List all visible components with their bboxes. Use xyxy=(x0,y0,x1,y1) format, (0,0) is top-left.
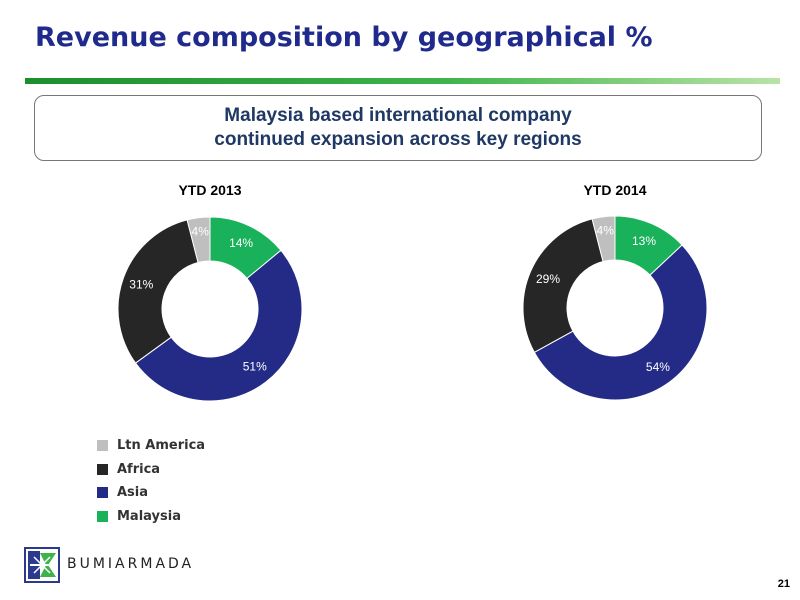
company-logo xyxy=(24,547,60,583)
page-number: 21 xyxy=(777,578,790,590)
legend-swatch-ltn-america xyxy=(97,440,108,452)
data-label-ltn-america: 4% xyxy=(192,225,210,239)
legend-item-malaysia: Malaysia xyxy=(97,505,205,529)
legend-item-ltn-america: Ltn America xyxy=(97,434,205,458)
legend-item-asia: Asia xyxy=(97,481,205,505)
page-title: Revenue composition by geographical % xyxy=(35,22,653,53)
slice-ltn-america xyxy=(186,216,211,264)
legend-label-malaysia: Malaysia xyxy=(117,508,181,524)
slice-africa xyxy=(522,218,604,354)
slice-asia xyxy=(533,244,708,401)
subtitle-box: Malaysia based international company con… xyxy=(34,95,762,161)
data-label-asia: 51% xyxy=(243,360,267,374)
data-label-ltn-america: 4% xyxy=(597,224,615,238)
legend-label-africa: Africa xyxy=(117,461,161,477)
data-label-africa: 29% xyxy=(536,272,560,286)
data-label-asia: 54% xyxy=(646,360,670,374)
title-divider xyxy=(25,78,780,84)
donut-chart-2014: 13% 54% 29% 4% xyxy=(522,215,708,401)
data-label-malaysia: 13% xyxy=(632,234,656,248)
chart-legend: Ltn America Africa Asia Malaysia xyxy=(97,434,205,528)
legend-swatch-malaysia xyxy=(97,510,108,522)
slice-africa xyxy=(117,219,199,364)
legend-swatch-asia xyxy=(97,487,108,499)
chart-title-2013: YTD 2013 xyxy=(178,182,242,198)
legend-label-ltn-america: Ltn America xyxy=(117,438,206,454)
chart-title-2014: YTD 2014 xyxy=(583,182,647,198)
slice-ltn-america xyxy=(591,215,616,263)
subtitle-line-2: continued expansion across key regions xyxy=(214,129,582,150)
donut-chart-2013: 14% 51% 31% 4% xyxy=(117,216,303,402)
data-label-africa: 31% xyxy=(129,277,153,291)
subtitle-line-1: Malaysia based international company xyxy=(224,105,572,127)
data-label-malaysia: 14% xyxy=(229,236,253,250)
legend-item-africa: Africa xyxy=(97,458,205,482)
slice-asia xyxy=(134,249,303,402)
company-name: BUMIARMADA xyxy=(67,556,195,572)
legend-swatch-africa xyxy=(97,463,108,475)
legend-label-asia: Asia xyxy=(117,485,149,501)
